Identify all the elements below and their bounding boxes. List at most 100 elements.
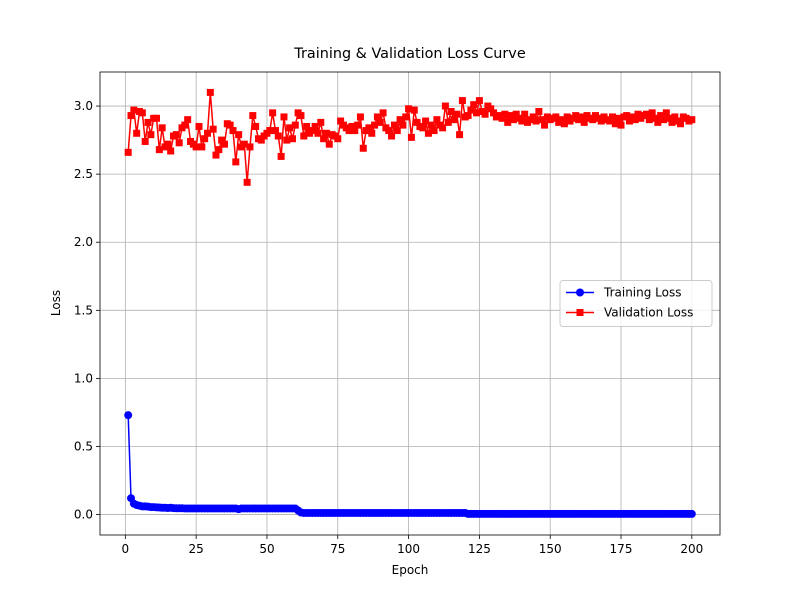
y-tick-label: 3.0 [74,99,93,113]
data-point [144,118,152,126]
data-point [271,127,279,135]
data-point [373,113,381,121]
data-point [206,88,214,96]
legend-marker [576,288,584,297]
data-point [501,110,509,118]
data-point [229,127,237,135]
data-point [311,122,319,130]
data-point [252,122,260,130]
data-point [651,114,659,122]
data-point [127,112,135,120]
data-point [379,109,387,117]
data-point [232,158,240,166]
data-point [671,113,679,121]
data-point [456,131,464,139]
data-point [385,127,393,135]
data-point [444,118,452,126]
y-tick-label: 0.0 [74,508,93,522]
data-point [498,114,506,122]
data-point [246,143,254,151]
data-point [399,121,407,129]
data-point [215,146,223,154]
data-point [558,116,566,124]
data-point [280,113,288,121]
data-point [657,112,665,120]
y-tick-label: 2.0 [74,235,93,249]
data-point [138,109,146,117]
data-point [560,120,568,128]
data-point [124,411,133,420]
data-point [654,118,662,126]
data-point [688,116,696,124]
data-point [300,132,308,140]
data-point [209,125,217,133]
data-point [155,146,163,154]
data-point [203,129,211,137]
data-point [322,129,330,137]
data-point [269,109,277,117]
data-point [266,127,274,135]
data-point [521,110,529,118]
data-point [512,110,520,118]
data-point [277,152,285,160]
data-point [368,129,376,137]
data-point [212,151,220,159]
data-point [447,107,455,115]
data-point [572,112,580,120]
data-point [314,129,322,137]
data-point [396,116,404,124]
x-tick-label: 200 [680,542,703,556]
data-point [325,140,333,148]
data-point [458,97,466,105]
data-point [317,118,325,126]
data-point [288,135,296,143]
data-point [509,116,517,124]
data-point [147,131,155,139]
x-tick-label: 100 [397,542,420,556]
data-point [402,113,410,121]
data-point [481,110,489,118]
data-point [158,124,166,132]
data-point [243,178,251,186]
data-point [175,139,183,147]
data-point [167,147,175,155]
x-tick-label: 175 [610,542,633,556]
data-point [283,136,291,144]
data-point [589,116,597,124]
x-tick-label: 75 [330,542,345,556]
data-point [407,133,415,141]
data-point [141,137,149,145]
data-point [687,509,696,518]
data-point [371,121,379,129]
data-point [490,109,498,117]
data-point [235,131,243,139]
data-point [645,116,653,124]
data-point [184,116,192,124]
x-axis-label: Epoch [392,563,429,577]
legend-label: Training Loss [603,286,681,300]
legend-marker [576,309,584,316]
data-point [419,124,427,132]
data-point [257,136,265,144]
data-point [376,118,384,126]
data-point [198,143,206,151]
data-point [611,120,619,128]
data-point [634,110,642,118]
data-point [467,106,475,114]
data-point [192,143,200,151]
data-point [320,135,328,143]
data-point [529,113,537,121]
x-tick-label: 125 [468,542,491,556]
data-point [475,97,483,105]
data-point [676,120,684,128]
data-point [487,105,495,113]
data-point [303,122,311,130]
data-point [356,113,364,121]
y-tick-label: 1.0 [74,371,93,385]
chart-title: Training & Validation Loss Curve [293,46,526,62]
data-point [473,109,481,117]
data-point [424,129,432,137]
data-point [201,135,209,143]
data-point [538,116,546,124]
